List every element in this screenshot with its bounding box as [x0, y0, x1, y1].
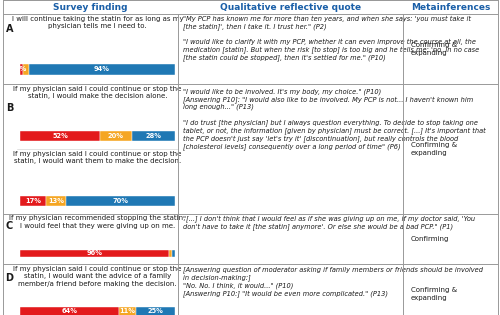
- Text: C: C: [6, 221, 13, 232]
- Text: Confirming &
expanding: Confirming & expanding: [411, 287, 457, 301]
- Bar: [23, 64, 29, 75]
- Bar: [46, 196, 66, 206]
- Text: 52%: 52%: [52, 133, 68, 139]
- Bar: [20, 131, 100, 141]
- Text: 20%: 20%: [108, 133, 124, 139]
- Text: 2%: 2%: [16, 66, 27, 72]
- Text: Confirming &
expanding: Confirming & expanding: [411, 142, 457, 156]
- Text: 96%: 96%: [86, 250, 102, 256]
- Bar: [66, 196, 175, 206]
- Bar: [169, 250, 172, 257]
- Bar: [100, 131, 132, 141]
- Text: B: B: [6, 104, 13, 113]
- Text: 28%: 28%: [146, 133, 162, 139]
- Text: D: D: [6, 273, 14, 283]
- Bar: [29, 64, 175, 75]
- Text: 17%: 17%: [25, 198, 41, 204]
- Bar: [172, 250, 175, 257]
- Text: If my physician said I could continue or stop the
statin, I would want the advic: If my physician said I could continue or…: [13, 266, 181, 287]
- Text: 94%: 94%: [94, 66, 110, 72]
- Bar: [20, 196, 46, 206]
- Text: I will continue taking the statin for as long as my
physician tells me I need to: I will continue taking the statin for as…: [12, 16, 183, 29]
- Bar: [132, 131, 175, 141]
- Text: If my physician said I could continue or stop the
statin, I would make the decis: If my physician said I could continue or…: [13, 86, 181, 99]
- Bar: [119, 307, 136, 315]
- Bar: [136, 307, 175, 315]
- Text: A: A: [6, 25, 13, 35]
- Text: 13%: 13%: [48, 198, 64, 204]
- Text: 70%: 70%: [112, 198, 128, 204]
- Bar: [20, 307, 119, 315]
- Text: 25%: 25%: [148, 308, 164, 314]
- Text: "[...] I don't think that I would feel as if she was giving up on me, if my doct: "[...] I don't think that I would feel a…: [182, 215, 475, 231]
- Text: Survey finding: Survey finding: [53, 3, 128, 12]
- Text: Confirming: Confirming: [411, 236, 450, 242]
- Text: If my physician said I could continue or stop the
statin, I would want them to m: If my physician said I could continue or…: [13, 151, 181, 164]
- Text: If my physician recommended stopping the statin,
I would feel that they were giv: If my physician recommended stopping the…: [9, 215, 186, 229]
- Text: 11%: 11%: [120, 308, 136, 314]
- Text: "My PCP has known me for more than ten years, and when she says: 'you must take : "My PCP has known me for more than ten y…: [182, 16, 479, 61]
- Text: "I would like to be involved. It's my body, my choice." (P10)
[Answering P10]: ": "I would like to be involved. It's my bo…: [182, 88, 486, 150]
- Text: [Answering question of moderator asking if family members or friends should be i: [Answering question of moderator asking …: [182, 266, 482, 297]
- Bar: [20, 64, 23, 75]
- Text: Metainferences: Metainferences: [411, 3, 490, 12]
- Bar: [20, 250, 169, 257]
- Text: Confirming &
expanding: Confirming & expanding: [411, 42, 457, 56]
- Text: Qualitative reflective quote: Qualitative reflective quote: [220, 3, 362, 12]
- Text: 64%: 64%: [62, 308, 78, 314]
